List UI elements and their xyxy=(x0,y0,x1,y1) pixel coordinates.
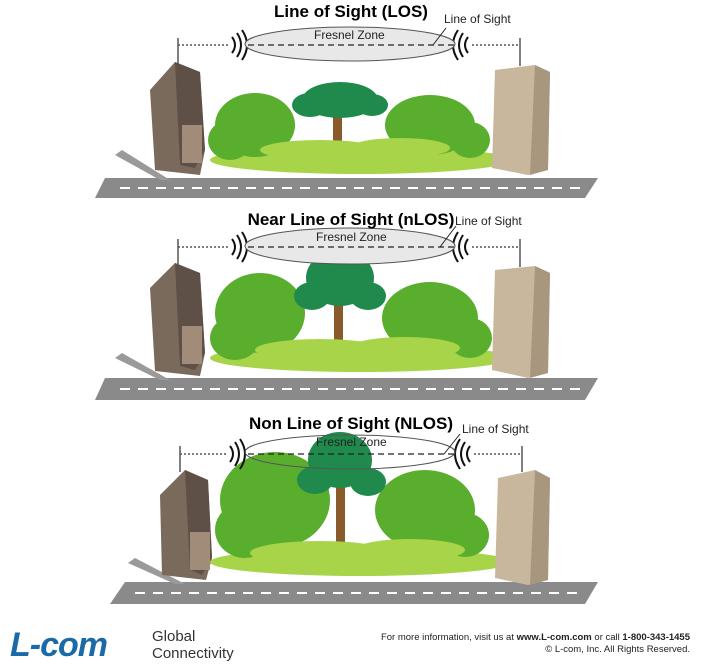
los-scene xyxy=(95,26,598,198)
non-los-scene xyxy=(110,432,598,604)
panel-non-los: Non Line of Sight (NLOS) Fresnel Zone Li… xyxy=(0,410,702,620)
road xyxy=(95,178,598,198)
left-building xyxy=(150,263,205,376)
fresnel-zone-label: Fresnel Zone xyxy=(314,28,385,42)
panel-los: Line of Sight (LOS) Fresnel Zone Line of… xyxy=(0,0,702,210)
road xyxy=(95,378,598,400)
tagline-line-2: Connectivity xyxy=(152,645,234,662)
copyright: © L-com, Inc. All Rights Reserved. xyxy=(545,644,690,655)
right-antenna xyxy=(454,438,523,472)
left-antenna xyxy=(179,438,246,472)
left-antenna xyxy=(177,29,248,64)
fresnel-zone-label: Fresnel Zone xyxy=(316,230,387,244)
left-antenna xyxy=(177,231,248,265)
panel-title: Non Line of Sight (NLOS) xyxy=(249,414,453,433)
vegetation xyxy=(210,432,510,576)
right-building xyxy=(495,470,550,585)
footer: L-com Global Connectivity For more infor… xyxy=(0,620,702,667)
l-com-logo: L-com xyxy=(10,626,108,664)
line-of-sight-label: Line of Sight xyxy=(444,12,511,26)
left-building xyxy=(150,62,205,175)
panel-title: Near Line of Sight (nLOS) xyxy=(247,210,455,229)
line-of-sight-label: Line of Sight xyxy=(462,422,529,436)
info-mid: or call xyxy=(594,632,620,643)
nlos-near-scene xyxy=(95,225,598,400)
fresnel-zone-ellipse xyxy=(244,434,456,470)
panel-nlos-near: Near Line of Sight (nLOS) Fresnel Zone L… xyxy=(0,208,702,418)
right-antenna xyxy=(452,29,521,66)
fresnel-zone-ellipse xyxy=(244,26,456,62)
fresnel-zone-label: Fresnel Zone xyxy=(316,435,387,449)
fresnel-zone-ellipse xyxy=(244,227,456,265)
tagline: Global Connectivity xyxy=(152,628,234,662)
contact-info: For more information, visit us at www.L-… xyxy=(381,632,690,656)
phone-number: 1-800-343-1455 xyxy=(622,632,690,643)
panel-title: Line of Sight (LOS) xyxy=(274,2,428,21)
left-building xyxy=(160,470,212,580)
vegetation xyxy=(208,82,510,174)
info-prefix: For more information, visit us at xyxy=(380,632,514,643)
right-building xyxy=(492,266,550,378)
line-of-sight-label: Line of Sight xyxy=(455,214,522,228)
vegetation xyxy=(210,250,510,372)
right-antenna xyxy=(452,231,521,267)
website-link[interactable]: www.L-com.com xyxy=(516,632,592,643)
tagline-line-1: Global xyxy=(152,628,196,645)
right-building xyxy=(492,65,550,175)
